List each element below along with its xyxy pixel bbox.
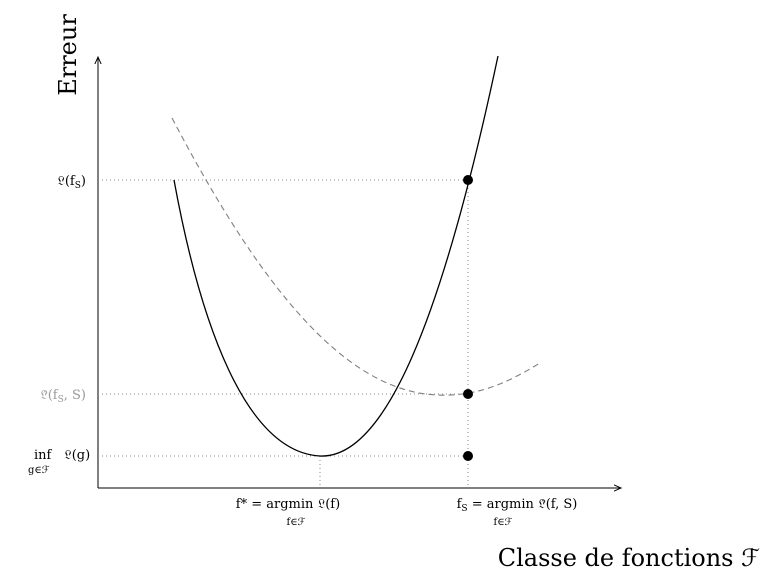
guide-lines xyxy=(98,179,469,488)
x-tick-fS-sub: f∈ℱ xyxy=(494,517,513,528)
y-tick-Lhat-fS-S: 𝔏̂(fS, S) xyxy=(40,388,86,405)
x-tick-fS: fS = argmin 𝔏̂(f, S) xyxy=(457,497,578,514)
y-tick-inf-expr: 𝔏(g) xyxy=(64,448,90,463)
x-axis-label: Classe de fonctions ℱ xyxy=(498,544,760,572)
point-L-fS xyxy=(463,175,473,185)
y-axis-label: Erreur xyxy=(54,14,82,96)
y-tick-inf-sub: g∈ℱ xyxy=(28,465,50,476)
point-inf xyxy=(463,451,473,461)
x-tick-fstar-sub: f∈ℱ xyxy=(287,517,306,528)
empirical-risk-curve xyxy=(171,117,541,396)
true-risk-curve xyxy=(173,55,499,457)
x-tick-fstar: f* = argmin 𝔏(f) xyxy=(236,497,340,512)
y-tick-inf-word: inf xyxy=(34,448,53,463)
y-tick-L-fS: 𝔏(fS) xyxy=(57,174,86,191)
point-Lhat-fS xyxy=(463,389,473,399)
